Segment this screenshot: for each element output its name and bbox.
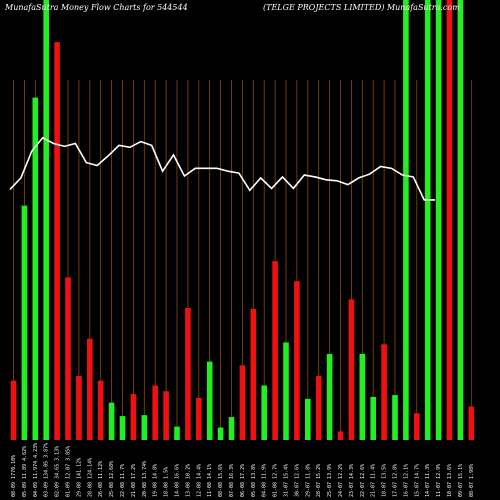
- volume-bar-05-08-2025: [250, 308, 257, 440]
- volume-bar-08-09-2025: [10, 380, 17, 440]
- volume-bar-23-07-2025: [348, 299, 355, 440]
- x-tick-label: 15-07 14.7%: [414, 464, 420, 497]
- volume-bar-05-09-2025: [21, 205, 28, 440]
- x-tick-label: 22-07 12.6%: [360, 464, 366, 497]
- x-tick-label: 01-09 12.07 3.85%: [66, 446, 72, 497]
- volume-bar-02-09-2025: [54, 42, 60, 441]
- x-tick-label: 12-08 14.4%: [196, 464, 202, 497]
- volume-bar-10-07-2025: [446, 0, 453, 440]
- volume-bars: [10, 0, 475, 441]
- volume-bar-19-08-2025: [152, 385, 158, 440]
- chart-title: MunafaSutra Money Flow Charts for 544544: [5, 3, 188, 12]
- x-tick-label: 11-07 12.9%: [436, 464, 442, 497]
- x-tick-label: 08-08 15.6%: [218, 464, 224, 497]
- volume-bar-14-07-2025: [424, 0, 431, 440]
- volume-bar-31-07-2025: [283, 342, 289, 440]
- x-tick-label: 18-08 1.5%: [164, 467, 170, 497]
- x-tick-label: 06-08 17.2%: [240, 464, 246, 497]
- x-tick-label: 17-07 12.8%: [393, 464, 399, 497]
- volume-bar-07-08-2025: [228, 417, 235, 440]
- x-tick-label: 05-09 11.89 4.62%: [22, 446, 28, 497]
- x-tick-labels: 08-09 1770.10% 05-09 11.89 4.62% 04-09 11.…: [11, 443, 475, 497]
- volume-bar-18-07-2025: [381, 344, 387, 440]
- volume-bar-18-08-2025: [163, 391, 169, 440]
- volume-bar-04-09-2025: [32, 97, 39, 440]
- x-tick-label: 16-07 12.1%: [403, 464, 409, 497]
- x-tick-label: 18-07 13.5%: [382, 464, 388, 497]
- volume-bar-15-07-2025: [414, 413, 420, 440]
- x-tick-label: 02-09 34.65 3.13%: [55, 446, 61, 497]
- x-tick-label: 24-07 12.2%: [338, 464, 344, 497]
- volume-bar-29-07-2025: [305, 398, 311, 440]
- x-tick-label: 29-07 11.8%: [305, 464, 311, 497]
- volume-bar-12-08-2025: [196, 397, 202, 440]
- volume-bar-22-07-2025: [359, 353, 366, 440]
- x-tick-label: 03-09 134.05 3.87%: [44, 443, 50, 497]
- x-tick-label: 23-07 14.3%: [349, 464, 355, 497]
- volume-bar-25-08-2025: [108, 402, 115, 440]
- x-tick-label: 08-07 1.98%: [469, 464, 475, 497]
- volume-bar-21-08-2025: [130, 394, 137, 440]
- x-tick-label: 28-08 124.14%: [87, 458, 93, 497]
- x-tick-label: 21-08 17.2%: [131, 464, 137, 497]
- volume-bar-08-07-2025: [468, 406, 475, 440]
- x-tick-label: 04-09 11.974 4.23%: [33, 443, 39, 497]
- volume-bar-26-08-2025: [97, 380, 104, 440]
- money-flow-line-layer: [9, 136, 436, 201]
- money-flow-line: [9, 136, 436, 201]
- x-tick-label: 04-08 11.9%: [262, 464, 268, 497]
- x-tick-label: 08-09 1770.10%: [11, 455, 17, 497]
- x-tick-label: 30-07 12.6%: [294, 464, 300, 497]
- volume-bar-24-07-2025: [337, 431, 344, 440]
- x-tick-label: 07-08 16.3%: [229, 464, 235, 497]
- x-tick-label: 21-07 11.4%: [371, 464, 377, 497]
- x-tick-label: 20-08 13.74%: [142, 461, 148, 497]
- volume-bar-16-07-2025: [403, 0, 409, 440]
- x-tick-label: 31-07 15.4%: [284, 464, 290, 497]
- x-tick-label: 14-08 16.6%: [175, 464, 181, 497]
- x-tick-label: 11-08 14.1%: [207, 464, 213, 497]
- volume-bar-09-07-2025: [457, 0, 464, 440]
- x-tick-label: 22-08 11.7%: [120, 464, 126, 497]
- volume-bar-17-07-2025: [392, 395, 398, 440]
- volume-bar-22-08-2025: [119, 416, 126, 440]
- volume-bar-06-08-2025: [239, 365, 246, 440]
- volume-bar-11-07-2025: [435, 0, 442, 440]
- volume-bar-01-09-2025: [65, 277, 71, 440]
- volume-bar-29-08-2025: [76, 375, 82, 440]
- x-tick-label: 25-08 12.68%: [109, 461, 115, 497]
- volume-bar-14-08-2025: [174, 426, 180, 440]
- volume-bar-25-07-2025: [326, 353, 333, 440]
- volume-bar-08-08-2025: [217, 427, 224, 440]
- volume-bar-13-08-2025: [185, 308, 191, 440]
- volume-bar-03-09-2025: [43, 0, 49, 440]
- volume-bar-21-07-2025: [370, 396, 376, 440]
- chart-subtitle: (TELGE PROJECTS LIMITED) MunafaSutra.com: [263, 3, 460, 12]
- x-tick-label: 01-08 12.7%: [273, 464, 279, 497]
- volume-bar-20-08-2025: [141, 415, 148, 440]
- x-tick-label: 10-07 13.6%: [447, 464, 453, 497]
- x-tick-label: 28-07 15.2%: [316, 464, 322, 497]
- x-tick-label: 09-07 15.1%: [458, 464, 464, 497]
- x-tick-label: 25-07 13.9%: [327, 464, 333, 497]
- volume-bar-28-08-2025: [87, 338, 93, 440]
- volume-bar-11-08-2025: [206, 361, 213, 440]
- x-tick-label: 13-08 10.2%: [185, 464, 191, 497]
- x-tick-label: 05-08 13.8%: [251, 464, 257, 497]
- x-tick-label: 29-08 141.12%: [76, 458, 82, 497]
- x-tick-label: 26-08 11.12%: [98, 461, 104, 497]
- volume-bar-30-07-2025: [294, 281, 300, 440]
- volume-bar-28-07-2025: [315, 375, 322, 440]
- x-tick-label: 14-07 11.3%: [425, 464, 431, 497]
- volume-bar-01-08-2025: [272, 261, 278, 440]
- volume-bar-04-08-2025: [261, 385, 267, 440]
- x-tick-label: 19-08 14.8%: [153, 464, 159, 497]
